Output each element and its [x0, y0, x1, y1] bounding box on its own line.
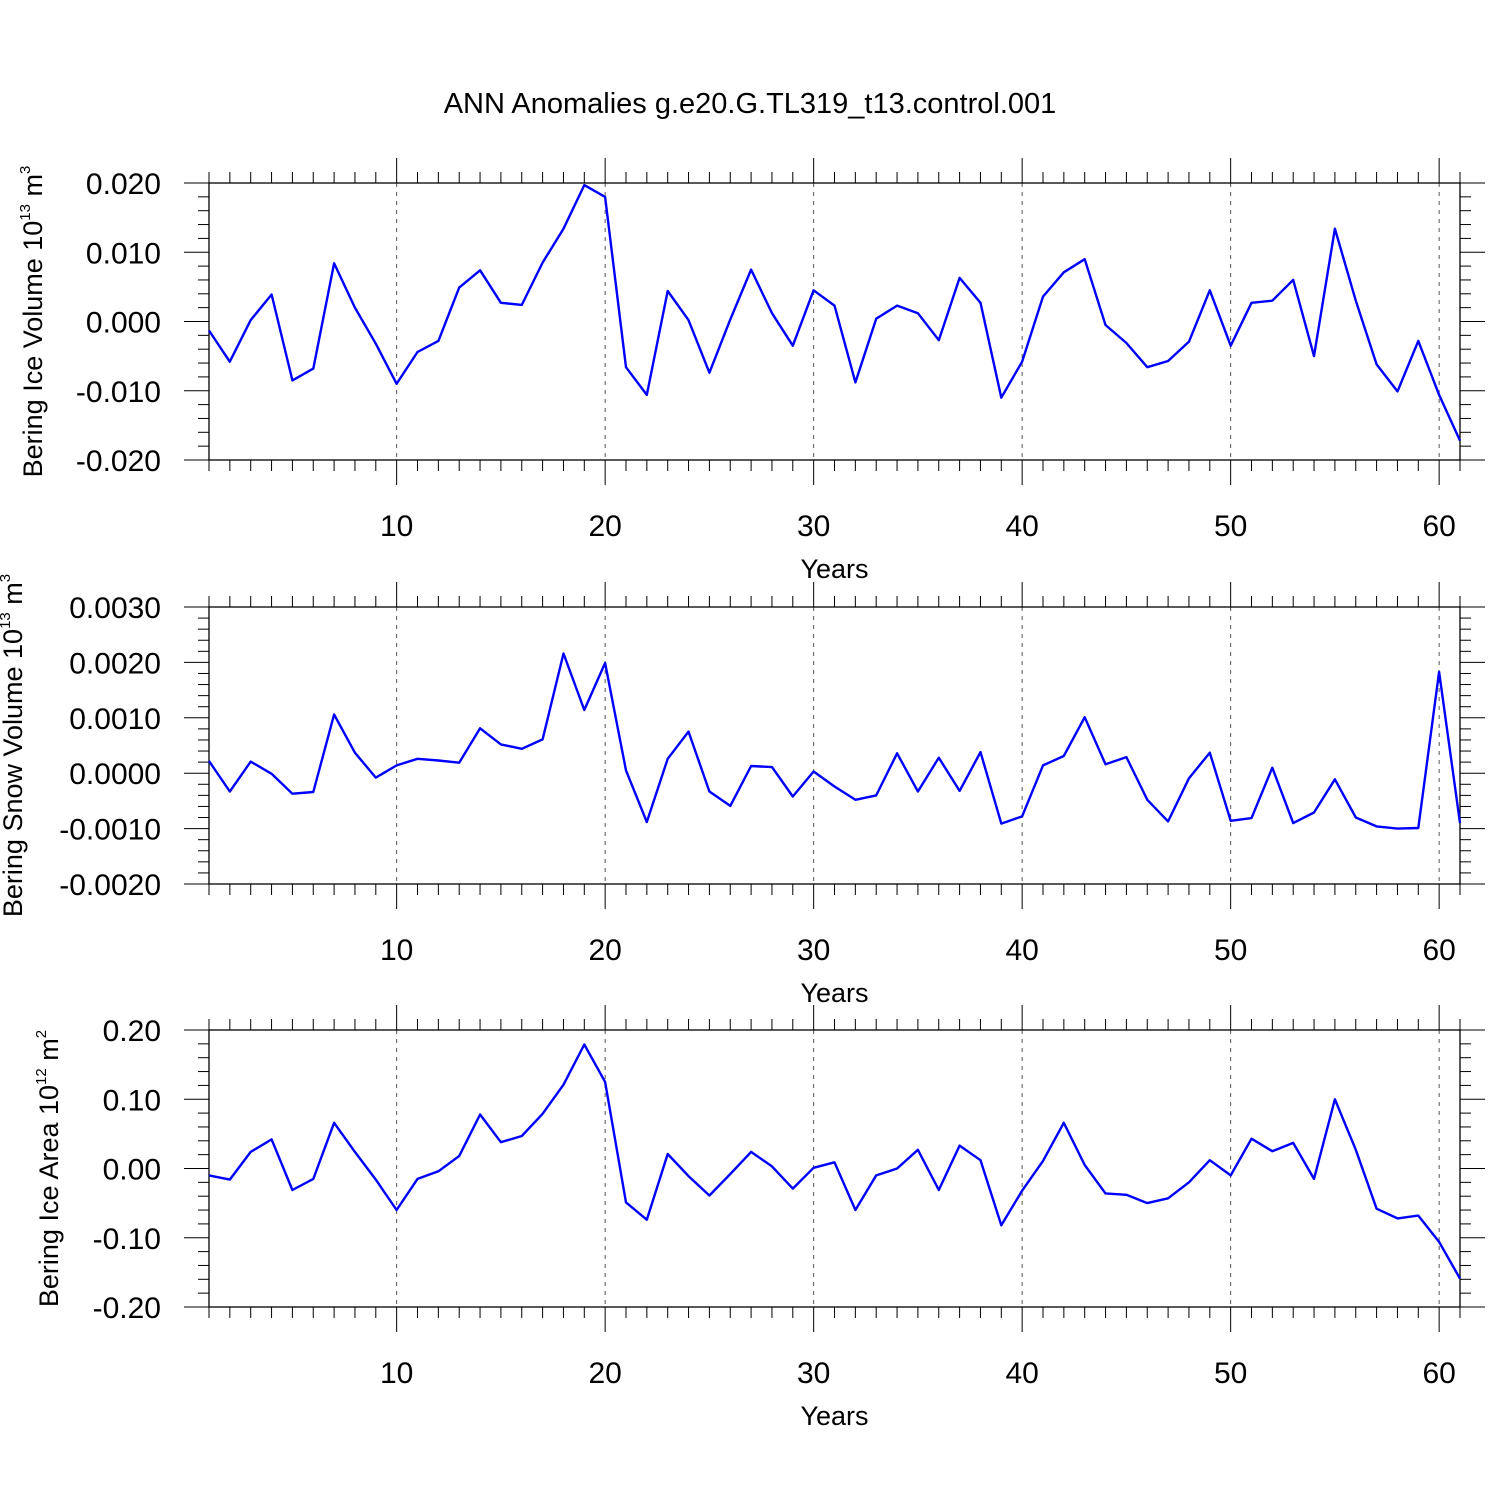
y-tick-label: 0.20 [103, 1015, 161, 1048]
x-tick-label: 20 [588, 934, 621, 967]
y-tick-label: 0.0000 [69, 758, 161, 791]
x-tick-label: 50 [1214, 1357, 1247, 1390]
x-tick-label: 20 [588, 510, 621, 543]
x-tick-label: 20 [588, 1357, 621, 1390]
y-tick-label: 0.00 [103, 1154, 161, 1187]
x-tick-label: 40 [1005, 510, 1038, 543]
x-tick-label: 30 [797, 934, 830, 967]
series-line [208, 1043, 1462, 1280]
y-tick-label: -0.010 [76, 376, 161, 409]
y-tick-label: 0.020 [86, 168, 161, 201]
y-tick-label: 0.10 [103, 1084, 161, 1117]
y-tick-label: 0.0020 [69, 647, 161, 680]
plot-frame [208, 606, 1461, 885]
y-tick-label: -0.020 [76, 445, 161, 478]
chart-panel-1: 10 20 30 40 50 60 -0.020 -0.010 0.000 0.010 0.020 Y… [17, 158, 1485, 584]
plot-frame [208, 182, 1461, 461]
x-tick-label: 10 [380, 510, 413, 543]
chart-panel-3: 10 20 30 40 50 60 -0.20 -0.10 0.00 0.10 0.20 Years B… [33, 1005, 1485, 1431]
x-axis-title: Years [800, 1401, 868, 1431]
x-tick-label: 40 [1005, 1357, 1038, 1390]
y-tick-label: 0.0030 [69, 592, 161, 625]
y-axis-title: Bering Ice Area 1012 m2 [33, 1030, 64, 1307]
y-tick-label: 0.000 [86, 307, 161, 340]
y-axis-title: Bering Snow Volume 1013 m3 [0, 574, 28, 917]
y-tick-label: -0.0020 [59, 869, 161, 902]
y-tick-label: -0.0010 [59, 814, 161, 847]
y-axis-title: Bering Ice Volume 1013 m3 [17, 166, 48, 478]
x-tick-label: 50 [1214, 934, 1247, 967]
x-axis-title: Years [800, 554, 868, 584]
x-tick-label: 60 [1422, 510, 1455, 543]
y-tick-label: -0.10 [93, 1223, 161, 1256]
x-tick-label: 60 [1422, 934, 1455, 967]
x-tick-label: 50 [1214, 510, 1247, 543]
x-tick-label: 10 [380, 1357, 413, 1390]
y-tick-label: -0.20 [93, 1292, 161, 1325]
x-tick-label: 30 [797, 510, 830, 543]
chart-title: ANN Anomalies g.e20.G.TL319_t13.control.… [443, 88, 1057, 120]
chart-panel-2: 10 20 30 40 50 60 -0.0020 -0.0010 0.0000 0.0010 0.… [0, 574, 1485, 1008]
x-tick-label: 10 [380, 934, 413, 967]
x-axis-title: Years [800, 978, 868, 1008]
series-line [208, 183, 1462, 442]
y-tick-label: 0.010 [86, 237, 161, 270]
x-tick-label: 30 [797, 1357, 830, 1390]
y-tick-label: 0.0010 [69, 703, 161, 736]
plot-frame [208, 1029, 1461, 1308]
x-tick-label: 40 [1005, 934, 1038, 967]
series-line [208, 652, 1462, 830]
x-tick-label: 60 [1422, 1357, 1455, 1390]
